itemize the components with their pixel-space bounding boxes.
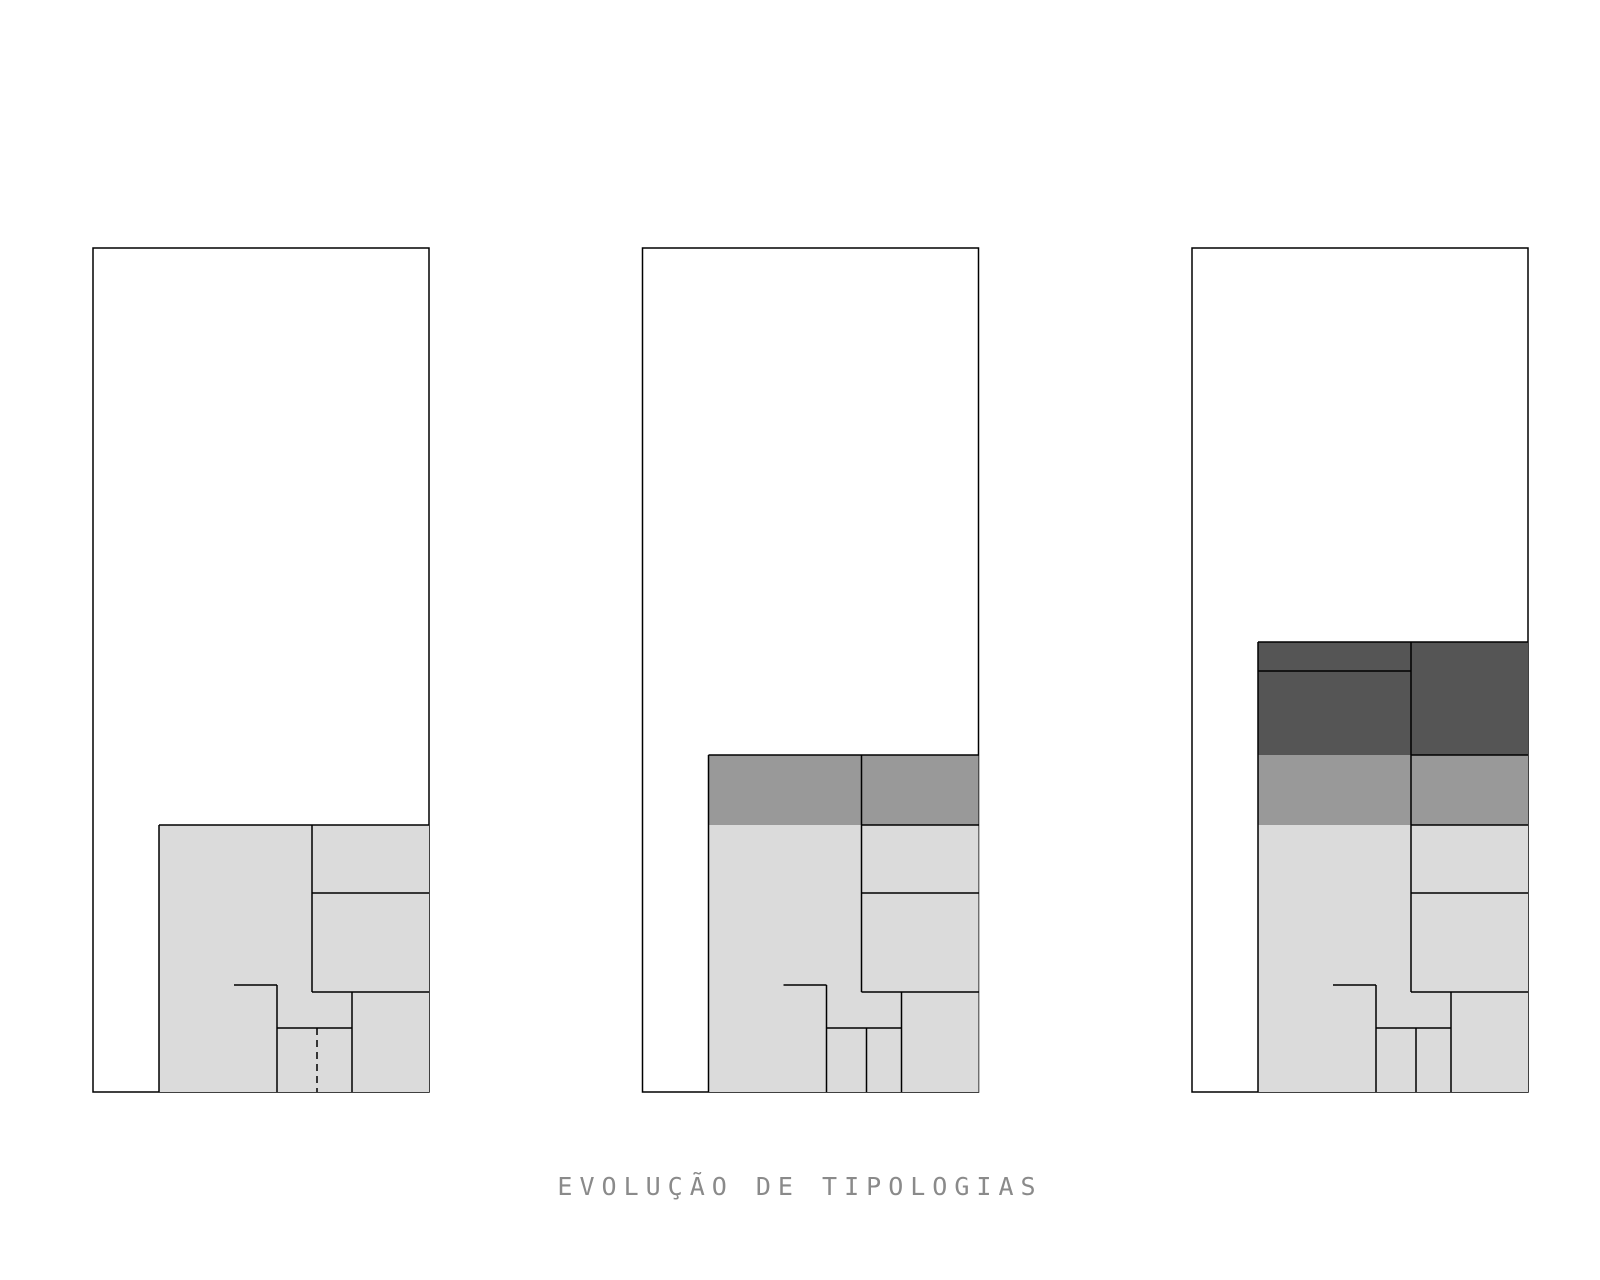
diagram-title: EVOLUÇÃO DE TIPOLOGIAS	[557, 1172, 1043, 1201]
ground-floor-block	[1258, 825, 1528, 1092]
second-floor-block	[1258, 755, 1528, 825]
typology-3-panel	[1191, 247, 1529, 1093]
typology-1-panel	[92, 247, 430, 1093]
typology-2-panel	[641, 247, 980, 1093]
ground-floor-block	[159, 825, 429, 1092]
ground-floor-block	[708, 825, 979, 1092]
second-floor-block	[708, 755, 979, 825]
third-floor-block	[1258, 642, 1528, 755]
